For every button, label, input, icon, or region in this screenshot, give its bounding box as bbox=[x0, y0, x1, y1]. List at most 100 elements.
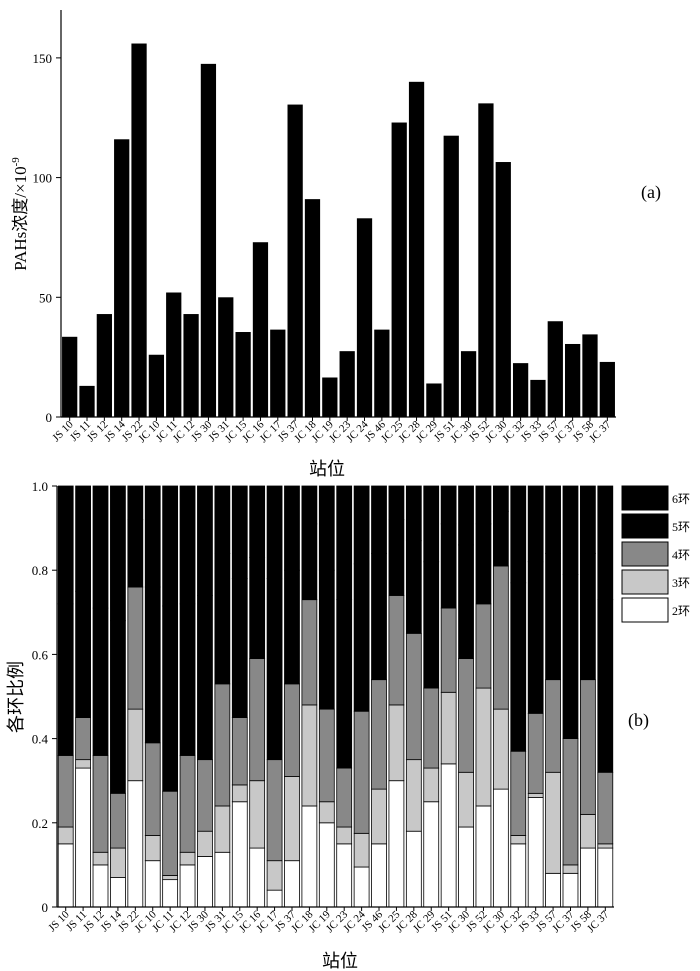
panel-b-bar-segment bbox=[580, 679, 596, 815]
panel-a-bar bbox=[96, 314, 112, 417]
panel-b-bar-segment bbox=[405, 632, 422, 761]
panel-b-bar-segment bbox=[440, 523, 457, 609]
panel-b-bar-segment bbox=[440, 691, 457, 765]
panel-a-bar bbox=[530, 379, 546, 417]
panel-b-bar-segment bbox=[144, 586, 161, 744]
panel-a-y-tick-label: 100 bbox=[33, 171, 53, 186]
panel-b-bar-segment bbox=[458, 544, 474, 660]
panel-b-bar-segment bbox=[353, 832, 370, 868]
panel-b-bar-segment bbox=[580, 847, 596, 908]
panel-b-bar-segment bbox=[423, 687, 440, 769]
panel-b-bar-segment bbox=[580, 552, 596, 681]
panel-b-bar-segment bbox=[562, 574, 579, 739]
panel-b-bar-segment bbox=[266, 860, 283, 891]
panel-b-bar-segment bbox=[197, 830, 213, 857]
panel-a-bar bbox=[408, 81, 425, 417]
panel-b-bar-segment bbox=[318, 485, 335, 571]
panel-b-bar-segment bbox=[475, 523, 492, 605]
panel-b-bar-segment bbox=[545, 552, 561, 681]
panel-b-bar-segment bbox=[231, 485, 248, 580]
panel-b-bar-segment bbox=[214, 683, 231, 807]
panel-a-bar bbox=[131, 43, 147, 418]
panel-b-bar-segment bbox=[371, 788, 387, 845]
panel-b-bar-segment bbox=[353, 485, 370, 565]
panel-b-bar-segment bbox=[231, 801, 248, 908]
legend-swatch bbox=[621, 569, 669, 595]
panel-b-bar-segment bbox=[318, 569, 335, 710]
legend-swatch bbox=[621, 541, 669, 567]
panel-b-ylabel: 各环比例 bbox=[6, 661, 26, 733]
panel-b-bar-segment bbox=[214, 552, 231, 685]
panel-b-bar-segment bbox=[144, 742, 161, 836]
panel-b-bar-segment bbox=[179, 485, 196, 605]
panel-b-bar-segment bbox=[231, 578, 248, 718]
panel-b-bar-segment bbox=[336, 599, 353, 769]
panel-a-bar bbox=[304, 199, 321, 417]
panel-b-bar-segment bbox=[92, 607, 109, 756]
panel-b-bar-segment bbox=[284, 683, 300, 777]
panel-b-y-tick-label: 0.2 bbox=[32, 816, 48, 831]
panel-b-bar-segment bbox=[527, 797, 544, 908]
panel-b-bar-segment bbox=[562, 872, 579, 908]
panel-a-bar bbox=[200, 63, 217, 417]
panel-b-bar-segment bbox=[510, 750, 527, 836]
panel-b-bar-segment bbox=[545, 771, 561, 874]
panel-a-bar bbox=[391, 122, 407, 417]
panel-b-y-tick-label: 0 bbox=[42, 900, 49, 915]
panel-b-bar-segment bbox=[388, 519, 405, 596]
panel-b-bar-segment bbox=[527, 485, 544, 563]
panel-b-bar-segment bbox=[197, 595, 213, 761]
panel-a-bar bbox=[166, 292, 182, 417]
panel-b-bar-segment bbox=[92, 851, 109, 866]
panel-b-bar-segment bbox=[510, 485, 527, 584]
panel-b-xlabel: 站位 bbox=[322, 951, 358, 971]
panel-b-bar-segment bbox=[388, 485, 405, 521]
panel-b-bar-segment bbox=[214, 485, 231, 554]
panel-b-bar-segment bbox=[127, 708, 144, 782]
panel-b-bar-segment bbox=[75, 759, 91, 769]
panel-b-bar-segment bbox=[562, 738, 579, 866]
panel-b-bar-segment bbox=[597, 771, 614, 845]
panel-a-bar bbox=[183, 314, 199, 417]
panel-a-ylabel: PAHs浓度/×10-9 bbox=[10, 157, 30, 271]
panel-b-bar-segment bbox=[475, 687, 492, 807]
panel-a-bar bbox=[252, 242, 269, 417]
panel-b-bar-segment bbox=[284, 860, 300, 908]
panel-a-bar bbox=[339, 351, 355, 417]
panel-b-bar-segment bbox=[336, 843, 353, 908]
panel-a-bar bbox=[599, 361, 615, 417]
panel-b-bar-segment bbox=[353, 710, 370, 834]
panel-b-legend: 6环 5环 4环 3环 2环 bbox=[621, 485, 690, 623]
panel-b-bar-segment bbox=[127, 519, 144, 588]
panel-b-bar-segment bbox=[527, 792, 544, 798]
panel-a-bar bbox=[512, 363, 529, 417]
panel-b-bar-segment bbox=[197, 759, 213, 832]
panel-a-bar bbox=[374, 329, 390, 417]
panel-b-bar-segment bbox=[92, 755, 109, 853]
panel-b-bar-segment bbox=[388, 780, 405, 908]
panel-b-bar-segment bbox=[231, 717, 248, 786]
panel-b-bar-segment bbox=[492, 708, 509, 790]
panel-a-bar bbox=[356, 218, 373, 417]
panel-b-bar-segment bbox=[510, 582, 527, 752]
panel-b-bar-segment bbox=[388, 595, 405, 706]
panel-b-bar-segment bbox=[527, 561, 544, 714]
panel-b-bar-segment bbox=[162, 879, 179, 908]
panel-b-bar-segment bbox=[92, 864, 109, 908]
panel-a-label: (a) bbox=[641, 182, 661, 203]
panel-b-bar-segment bbox=[318, 822, 335, 908]
panel-a-y-tick-label: 150 bbox=[33, 51, 53, 66]
legend-swatch bbox=[621, 485, 669, 511]
panel-b-bar-segment bbox=[162, 605, 179, 792]
panel-b-bar-segment bbox=[127, 586, 144, 710]
panel-a-bar bbox=[582, 334, 598, 417]
panel-b-bar-segment bbox=[510, 835, 527, 845]
panel-b-bar-segment bbox=[388, 704, 405, 782]
panel-b-bar-segment bbox=[475, 603, 492, 689]
legend-swatch bbox=[621, 513, 669, 539]
panel-b-bar-segment bbox=[57, 485, 74, 605]
panel-b-bar-segment bbox=[371, 552, 387, 681]
panel-b-bar-segment bbox=[562, 485, 579, 575]
